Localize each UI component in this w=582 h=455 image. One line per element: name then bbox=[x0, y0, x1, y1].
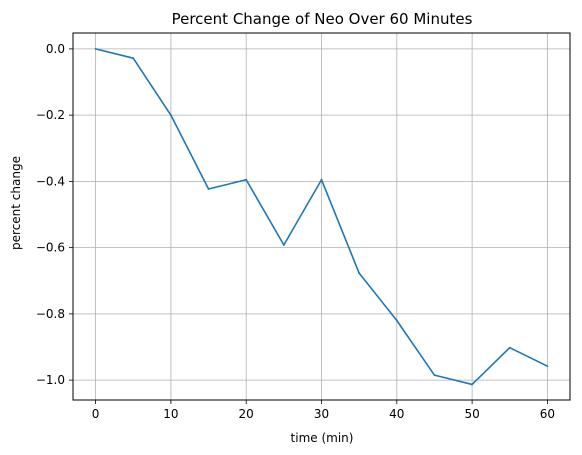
x-axis-label: time (min) bbox=[291, 431, 354, 445]
x-tick-label: 10 bbox=[163, 407, 178, 421]
y-tick-label: 0.0 bbox=[46, 42, 65, 56]
x-tick-label: 0 bbox=[92, 407, 100, 421]
data-point bbox=[395, 319, 398, 322]
data-point bbox=[169, 114, 172, 117]
x-tick-label: 30 bbox=[314, 407, 329, 421]
x-axis: 0 10 20 30 40 50 60 bbox=[92, 400, 555, 421]
y-tick-label: −0.8 bbox=[36, 307, 65, 321]
chart-title: Percent Change of Neo Over 60 Minutes bbox=[172, 10, 473, 28]
data-point bbox=[433, 374, 436, 377]
data-point bbox=[508, 346, 511, 349]
data-point bbox=[94, 47, 97, 50]
x-tick-label: 40 bbox=[389, 407, 404, 421]
x-tick-label: 20 bbox=[239, 407, 254, 421]
data-point bbox=[132, 57, 135, 60]
data-point bbox=[546, 365, 549, 368]
x-tick-label: 50 bbox=[464, 407, 479, 421]
data-point bbox=[207, 188, 210, 190]
x-tick-label: 60 bbox=[540, 407, 555, 421]
data-point bbox=[282, 244, 285, 246]
y-tick-label: −0.2 bbox=[36, 108, 65, 122]
y-tick-label: −0.4 bbox=[36, 174, 65, 188]
series-layer bbox=[94, 47, 549, 386]
data-point bbox=[320, 178, 323, 181]
y-tick-label: −1.0 bbox=[36, 373, 65, 387]
y-axis-label: percent change bbox=[9, 156, 23, 250]
data-point bbox=[245, 178, 248, 181]
y-axis: 0.0 −0.2 −0.4 −0.6 −0.8 −1.0 bbox=[36, 42, 73, 387]
data-point bbox=[358, 272, 361, 275]
data-point bbox=[471, 383, 474, 386]
grid-lines bbox=[73, 33, 570, 400]
y-tick-label: −0.6 bbox=[36, 241, 65, 255]
